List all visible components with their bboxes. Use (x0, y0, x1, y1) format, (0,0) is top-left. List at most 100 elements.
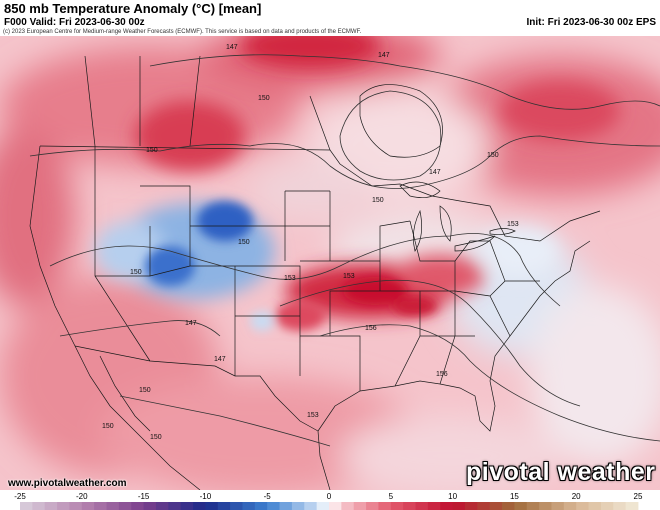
light-cool-new-mexico (250, 311, 274, 331)
baja-peninsula (99, 355, 151, 432)
colorbar-swatch (143, 502, 157, 510)
colorbar-swatch (180, 502, 194, 510)
contour-label: 147 (378, 52, 390, 59)
colorbar-tick-label: 20 (572, 492, 581, 501)
warm-ohio-valley (395, 254, 485, 298)
colorbar-tick-label: -15 (138, 492, 150, 501)
colorbar-swatch (563, 502, 577, 510)
colorbar-swatch (452, 502, 466, 510)
colorbar-swatch (539, 502, 552, 510)
colorbar-tick-label: -5 (264, 492, 272, 501)
colorbar-swatch (427, 502, 441, 510)
colorbar-swatch (378, 502, 392, 510)
colorbar-swatch (193, 502, 206, 510)
colorbar-swatch (514, 502, 528, 510)
valid-time: F000 Valid: Fri 2023-06-30 00z (4, 17, 145, 28)
colorbar-swatch (390, 502, 404, 510)
contour-label: 156 (436, 371, 448, 378)
colorbar-swatch (20, 502, 33, 510)
us-west-coast (29, 145, 76, 347)
colorbar-swatch (613, 502, 627, 510)
colorbar-swatch (44, 502, 58, 510)
contour-label: 150 (146, 147, 158, 154)
copyright-notice: (c) 2023 European Centre for Medium-rang… (3, 29, 362, 35)
brand-logo: pivotal weather (466, 458, 656, 486)
contour-labels: 147 147 150 150 150 147 150 153 150 153 … (102, 44, 519, 441)
colorbar-swatch (267, 502, 280, 510)
colorbar-swatch (254, 502, 268, 510)
colorbar-swatch (588, 502, 602, 510)
colorbar-tick-label: 25 (634, 492, 643, 501)
contour-label: 147 (214, 356, 226, 363)
contour-label: 147 (185, 320, 197, 327)
contour-153 (279, 279, 581, 407)
colorbar-swatch (155, 502, 169, 510)
gulf-coast (317, 380, 496, 432)
colorbar-swatch (242, 502, 256, 510)
contour-label: 153 (343, 273, 355, 280)
colorbar-swatch (131, 502, 144, 510)
anomaly-shading (0, 36, 660, 490)
us-canada-border (39, 145, 601, 242)
contour-150-central (49, 233, 561, 307)
colorbar-swatches (20, 502, 639, 510)
contour-150-north (29, 135, 660, 189)
political-boundaries (29, 55, 601, 490)
contour-label: 153 (284, 275, 296, 282)
strong-warm-quebec (500, 81, 620, 141)
colorbar-swatch (341, 502, 355, 510)
colorbar-swatch (415, 502, 429, 510)
height-contours (29, 54, 660, 447)
colorbar-swatch (329, 502, 342, 510)
contour-label: 153 (507, 221, 519, 228)
contour-label: 150 (150, 434, 162, 441)
colorbar-swatch (118, 502, 132, 510)
state-lines (94, 146, 540, 391)
product-title: 850 mb Temperature Anomaly (°C) [mean] (4, 1, 262, 16)
colorbar-swatch (57, 502, 70, 510)
strong-warm-tennessee (393, 296, 437, 316)
warm-anomaly-west-coast (0, 126, 75, 306)
contour-label: 153 (307, 412, 319, 419)
colorbar-tick-label: 15 (510, 492, 519, 501)
contour-label: 150 (487, 152, 499, 159)
great-lakes (399, 181, 516, 252)
contour-label: 156 (365, 325, 377, 332)
colorbar-swatch (106, 502, 120, 510)
colorbar-swatch (205, 502, 219, 510)
contour-label: 147 (429, 169, 441, 176)
neutral-ne-us (480, 226, 560, 276)
anomaly-map: 147 147 150 150 150 147 150 153 150 153 … (0, 36, 660, 490)
contour-label: 150 (258, 95, 270, 102)
contour-label: 150 (238, 239, 250, 246)
colorbar-swatch (440, 502, 453, 510)
colorbar-swatch (464, 502, 478, 510)
strong-cool-colorado (197, 201, 253, 241)
colorbar-swatch (576, 502, 589, 510)
neutral-atlantic (530, 286, 660, 466)
colorbar-swatch (304, 502, 318, 510)
colorbar-tick-label: 10 (448, 492, 457, 501)
strong-warm-north-canada (240, 36, 380, 68)
us-mexico-border (74, 345, 319, 432)
contour-label: 150 (130, 269, 142, 276)
contour-156 (319, 324, 660, 442)
contour-147-north (149, 54, 660, 110)
colorbar-swatch (526, 502, 540, 510)
colorbar-swatch (316, 502, 330, 510)
colorbar-tick-label: -10 (200, 492, 212, 501)
colorbar-ticks: -25 -20 -15 -10 -5 0 5 10 15 20 25 (14, 492, 643, 501)
contour-label: 150 (372, 197, 384, 204)
contour-label: 150 (139, 387, 151, 394)
contour-150-low (339, 90, 442, 181)
mexico-pacific-coast (74, 345, 201, 490)
colorbar-swatch (32, 502, 46, 510)
colorbar-tick-label: 5 (389, 492, 394, 501)
strong-warm-prairies (135, 101, 245, 171)
colorbar-swatch (600, 502, 614, 510)
colorbar-swatch (69, 502, 83, 510)
contour-label: 147 (226, 44, 238, 51)
colorbar-swatch (279, 502, 293, 510)
colorbar-swatch (625, 502, 639, 510)
strong-cool-utah (145, 246, 195, 286)
